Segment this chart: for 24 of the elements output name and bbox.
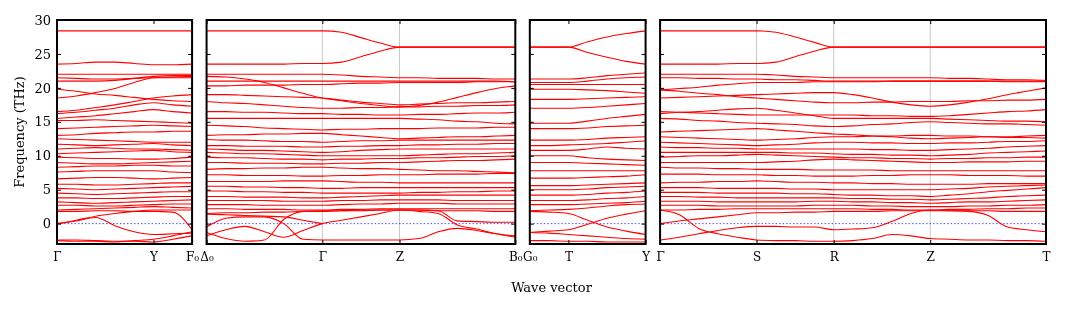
- x-tick-label: Γ: [318, 249, 328, 264]
- x-tick-label: B₀: [508, 249, 523, 264]
- x-tick-label: Y: [149, 249, 160, 264]
- x-tick-label: Γ: [656, 249, 665, 264]
- x-tick-label: Γ: [53, 249, 62, 264]
- x-axis-title: Wave vector: [511, 280, 593, 295]
- x-tick-label: R: [829, 249, 840, 264]
- y-tick-label: 10: [34, 148, 51, 164]
- y-tick-label: 20: [34, 80, 51, 96]
- y-tick-label: 0: [42, 216, 51, 232]
- x-tick-label: T: [564, 249, 573, 264]
- x-tick-label: Z: [926, 249, 935, 264]
- y-tick-label: 25: [34, 46, 51, 62]
- x-tick-label: T: [1042, 249, 1051, 264]
- x-tick-label: G₀: [523, 249, 538, 264]
- y-tick-label: 30: [34, 12, 51, 28]
- x-tick-label: Z: [395, 249, 405, 264]
- x-tick-label: S: [752, 249, 762, 264]
- x-tick-label: Δ₀: [200, 249, 214, 264]
- x-tick-label: F₀: [186, 249, 200, 264]
- y-axis-title: Frequency (THz): [12, 76, 27, 188]
- y-tick-label: 15: [34, 114, 51, 130]
- y-tick-label: 5: [42, 182, 51, 198]
- x-tick-label: Y: [641, 249, 652, 264]
